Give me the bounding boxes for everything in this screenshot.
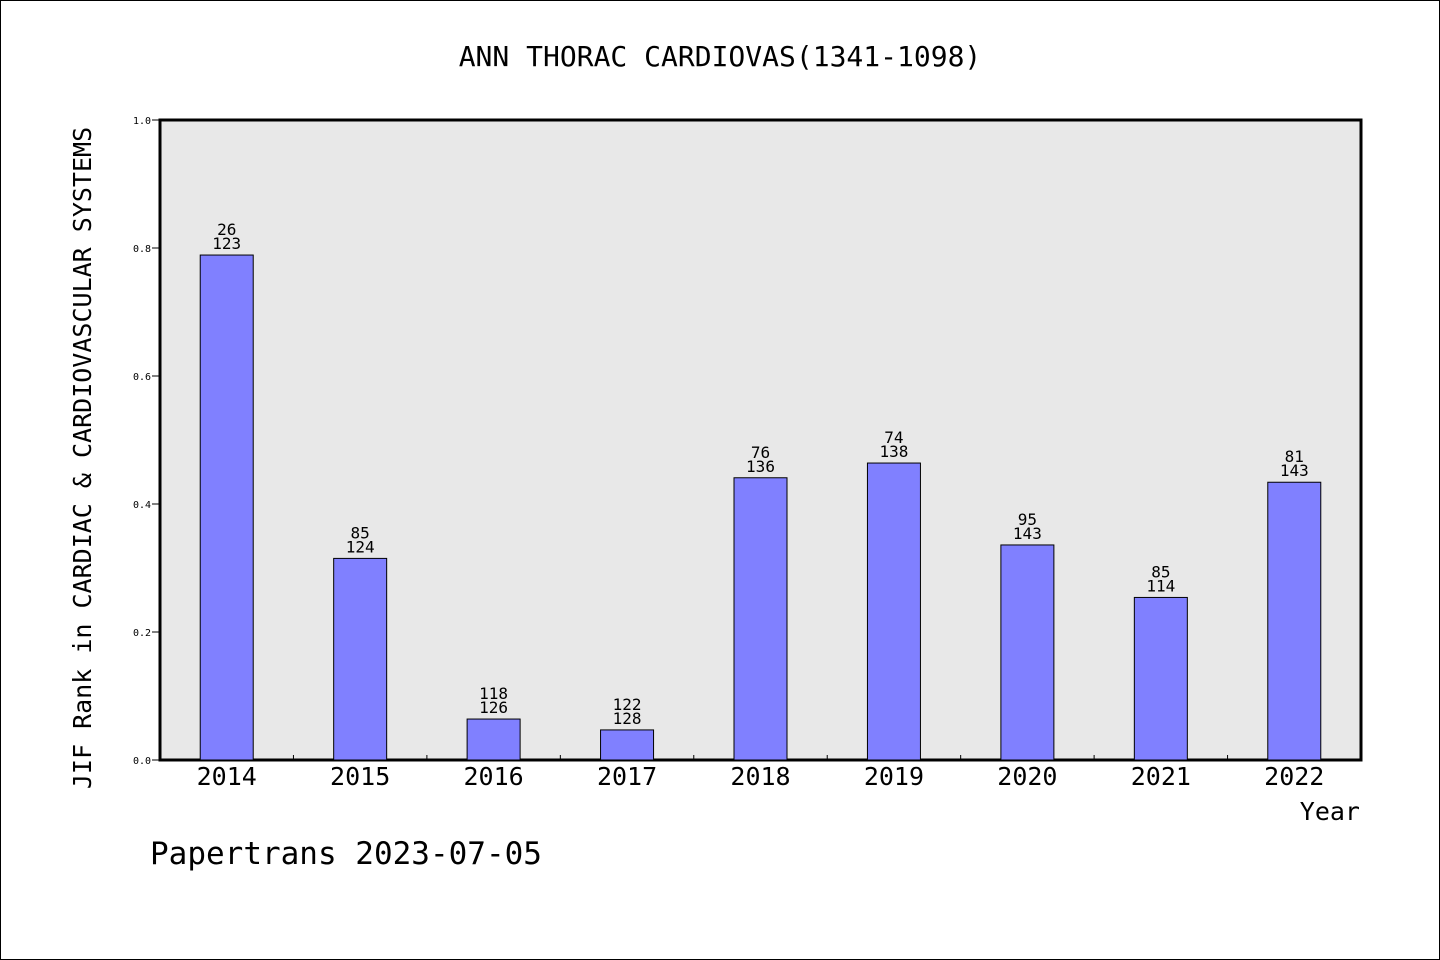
bar-2016 (466, 718, 521, 761)
bar-2015 (333, 557, 388, 761)
bar-rank-label: 85 (1151, 562, 1170, 581)
x-axis: 2014 2015 2016 2017 2018 2019 2020 2021 2022 (197, 755, 1324, 791)
bar-rank-label: 76 (751, 443, 770, 462)
bars-group (199, 254, 1322, 761)
bar-rank-label: 26 (217, 220, 236, 239)
y-tick-label: 0.4 (133, 500, 151, 511)
bar-total-label: 143 (1280, 461, 1309, 480)
footer-credit: Papertrans 2023-07-05 (150, 836, 542, 872)
bar-2020 (1000, 544, 1055, 761)
x-tick-label: 2021 (1131, 762, 1191, 791)
bar-2019 (866, 462, 921, 761)
y-tick-label: 0.8 (133, 244, 151, 255)
bar-total-label: 138 (879, 442, 908, 461)
bar-total-label: 128 (613, 709, 642, 728)
bar-total-label: 143 (1013, 524, 1042, 543)
x-tick-label: 2014 (197, 762, 257, 791)
x-tick-label: 2015 (330, 762, 390, 791)
bar-rank-label: 74 (884, 428, 903, 447)
bar-rank-label: 81 (1285, 447, 1304, 466)
x-tick-label: 2018 (730, 762, 790, 791)
y-tick-label: 1.0 (133, 116, 151, 127)
bar-total-label: 136 (746, 457, 775, 476)
x-tick-label: 2022 (1264, 762, 1324, 791)
bar-rank-label: 122 (613, 695, 642, 714)
y-tick-label: 0.2 (133, 628, 151, 639)
x-tick-label: 2019 (864, 762, 924, 791)
y-axis: 0.0 0.2 0.4 0.6 0.8 1.0 (133, 116, 160, 767)
x-axis-label: Year (1300, 797, 1360, 826)
chart-title: ANN THORAC CARDIOVAS(1341-1098) (459, 40, 982, 73)
bar-total-label: 114 (1146, 576, 1175, 595)
x-tick-label: 2020 (997, 762, 1057, 791)
bar-2014 (199, 254, 254, 761)
bar-rank-label: 85 (351, 523, 370, 542)
x-tick-label: 2016 (464, 762, 524, 791)
bar-rank-label: 118 (479, 684, 508, 703)
x-tick-label: 2017 (597, 762, 657, 791)
bar-2021 (1133, 596, 1188, 761)
y-tick-label: 0.6 (133, 372, 151, 383)
y-tick-label: 0.0 (133, 756, 151, 767)
bar-total-label: 126 (479, 698, 508, 717)
bar-2022 (1267, 481, 1322, 761)
bar-total-label: 123 (212, 234, 241, 253)
bar-total-label: 124 (346, 537, 375, 556)
y-axis-label: JIF Rank in CARDIAC & CARDIOVASCULAR SYS… (68, 127, 97, 789)
bar-rank-label: 95 (1018, 510, 1037, 529)
bar-2017 (600, 729, 655, 761)
bar-2018 (733, 477, 788, 761)
